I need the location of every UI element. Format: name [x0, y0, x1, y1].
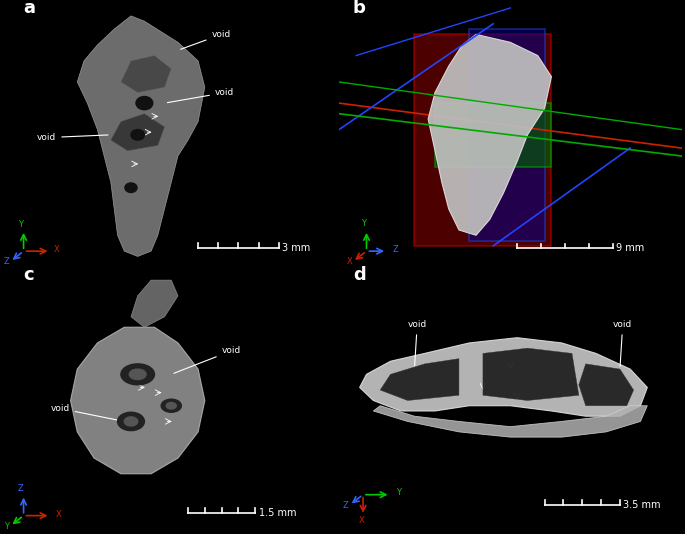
Polygon shape: [360, 337, 647, 416]
Text: void: void: [51, 404, 121, 421]
Text: void: void: [408, 320, 427, 366]
Text: void: void: [167, 88, 234, 103]
Ellipse shape: [118, 412, 145, 430]
Circle shape: [131, 130, 145, 140]
Text: void: void: [37, 133, 108, 142]
Polygon shape: [435, 103, 551, 167]
Polygon shape: [373, 406, 647, 437]
Text: 3 mm: 3 mm: [282, 244, 310, 254]
Polygon shape: [469, 29, 545, 240]
Polygon shape: [428, 34, 551, 235]
Text: X: X: [347, 257, 352, 266]
Polygon shape: [579, 364, 634, 406]
Polygon shape: [414, 34, 551, 246]
Text: void: void: [181, 30, 231, 49]
Polygon shape: [71, 327, 205, 474]
Polygon shape: [121, 56, 171, 92]
Text: b: b: [353, 0, 366, 17]
Text: Z: Z: [392, 246, 398, 255]
Text: X: X: [55, 510, 61, 519]
Circle shape: [125, 183, 137, 192]
Polygon shape: [131, 280, 178, 327]
Ellipse shape: [166, 403, 176, 409]
Text: Y: Y: [395, 488, 401, 497]
Text: X: X: [53, 246, 60, 255]
Text: Y: Y: [18, 221, 23, 229]
Text: Z: Z: [17, 484, 23, 493]
Polygon shape: [111, 114, 164, 151]
Text: void: void: [174, 347, 241, 373]
Text: Y: Y: [360, 219, 366, 228]
Text: 1.5 mm: 1.5 mm: [258, 508, 296, 518]
Ellipse shape: [129, 369, 146, 380]
Circle shape: [136, 97, 153, 109]
Text: Y: Y: [4, 522, 10, 531]
Text: 3.5 mm: 3.5 mm: [623, 500, 661, 510]
Text: 9 mm: 9 mm: [616, 244, 645, 254]
Text: Z: Z: [343, 501, 349, 510]
Polygon shape: [77, 16, 205, 256]
Text: a: a: [23, 0, 36, 17]
Polygon shape: [483, 348, 579, 400]
Ellipse shape: [161, 399, 182, 412]
Text: void: void: [613, 320, 632, 366]
Text: d: d: [353, 266, 366, 284]
Text: c: c: [23, 266, 34, 284]
Ellipse shape: [121, 364, 154, 385]
Polygon shape: [380, 359, 459, 400]
Text: X: X: [358, 516, 364, 525]
Text: Z: Z: [4, 257, 10, 266]
Ellipse shape: [124, 417, 138, 426]
